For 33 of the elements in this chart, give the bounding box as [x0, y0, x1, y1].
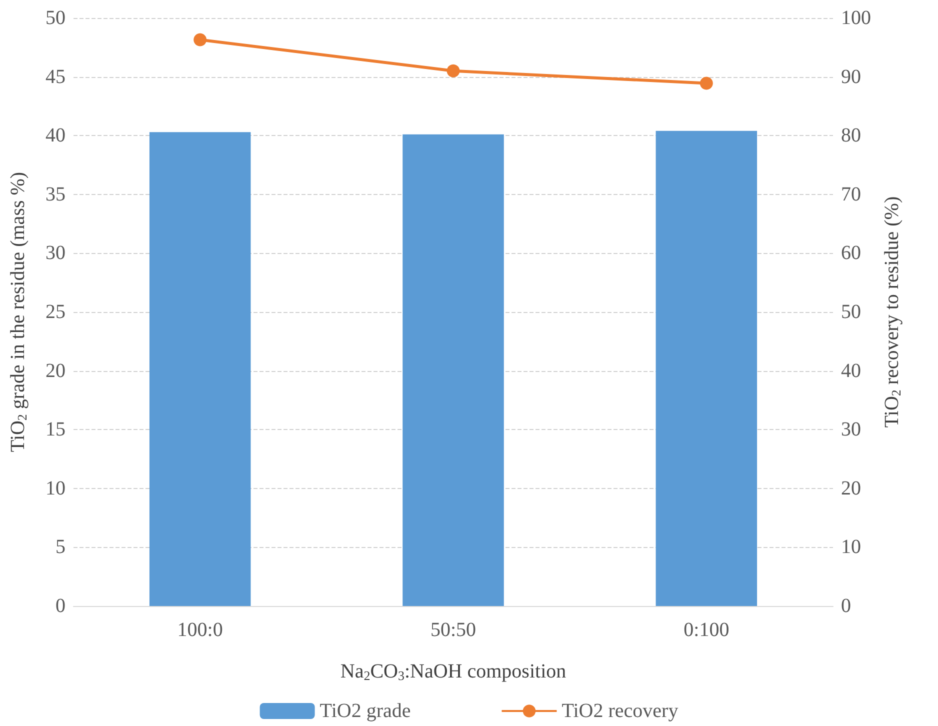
legend-label: TiO2 recovery — [562, 700, 678, 722]
y2-tick-label: 20 — [841, 477, 861, 500]
y2-tick-label: 100 — [841, 7, 871, 29]
y2-tick-label: 0 — [841, 595, 851, 617]
y-tick-label: 45 — [46, 66, 66, 88]
y-tick-label: 40 — [46, 124, 66, 147]
point — [700, 76, 713, 90]
y-tick-label: 30 — [46, 242, 66, 264]
x-tick-label: 50:50 — [430, 619, 476, 641]
y2-tick-label: 80 — [841, 124, 861, 147]
y2-tick-label: 90 — [841, 66, 861, 88]
y2-tick-label: 60 — [841, 242, 861, 264]
y-tick-label: 10 — [46, 477, 66, 500]
y-axis-title: TiO2 grade in the residue (mass %) — [7, 172, 30, 452]
y-tick-label: 20 — [46, 360, 66, 382]
y2-axis-title: TiO2 recovery to residue (%) — [880, 196, 904, 428]
y2-tick-label: 30 — [841, 418, 861, 441]
y2-tick-label: 50 — [841, 301, 861, 323]
x-tick-label: 0:100 — [684, 619, 730, 641]
y-tick-label: 15 — [46, 418, 66, 441]
y2-tick-label: 40 — [841, 360, 861, 382]
point — [194, 33, 207, 46]
y-tick-label: 0 — [56, 595, 66, 617]
y-tick-label: 35 — [46, 183, 66, 206]
y-tick-label: 25 — [46, 301, 66, 323]
x-tick-label: 100:0 — [177, 619, 223, 641]
y2-tick-label: 10 — [841, 536, 861, 558]
y2-tick-label: 70 — [841, 183, 861, 206]
legend-label: TiO2 grade — [320, 700, 411, 722]
y-tick-label: 50 — [46, 7, 66, 29]
x-axis-title: Na2CO3:NaOH composition — [340, 660, 566, 683]
y-tick-label: 5 — [56, 536, 66, 558]
point — [446, 64, 460, 78]
